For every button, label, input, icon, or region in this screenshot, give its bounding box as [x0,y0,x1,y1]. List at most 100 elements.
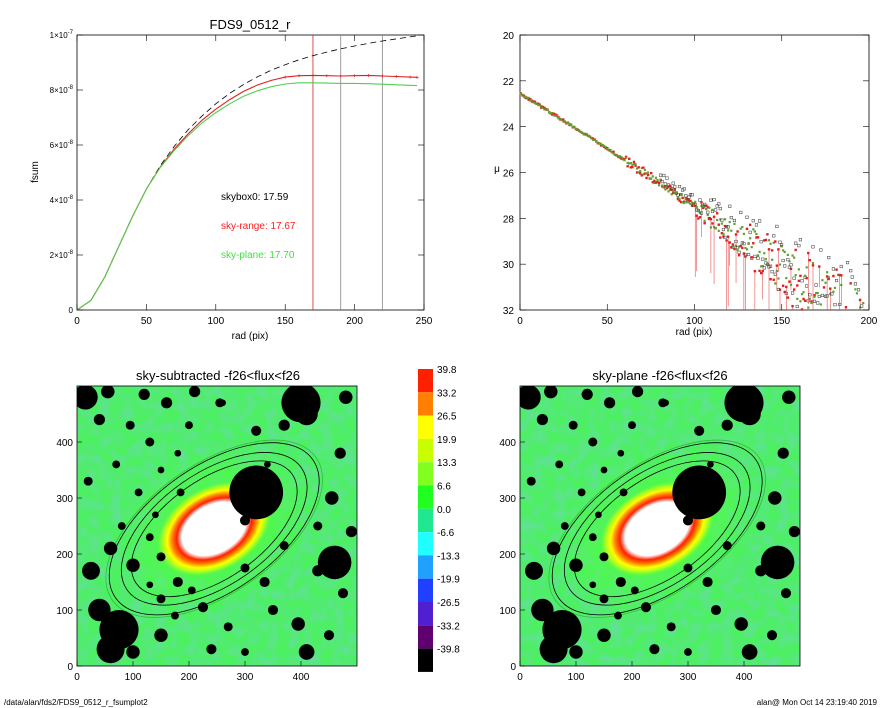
mu-point-sky-range [748,223,752,227]
mu-point-sky0 [673,185,677,189]
mu-point-sky-plane [799,300,802,303]
star-mask [126,558,140,572]
mu-point-sky-plane [559,117,562,120]
mu-point-sky-plane [584,132,587,135]
mu-point-sky-plane [755,232,758,236]
mu-point-sky0 [800,279,804,283]
mu-point-sky-range [706,206,709,209]
growth-curve-ylabel: fsum [30,161,41,183]
y-tick-label: 8×10-8 [50,85,74,95]
mu-point-sky-range [799,274,802,278]
x-tick-label: 100 [207,316,224,327]
mu-point-sky-range [640,174,644,177]
growth-curve-marker [353,74,357,78]
star-mask [569,558,583,572]
mu-point-sky-plane [731,245,734,248]
footer-timestamp: alan@ Mon Oct 14 23:19:40 2019 [756,698,877,707]
mu-point-sky-range [632,160,636,164]
colorbar-label: -39.8 [437,645,460,656]
growth-curve-panel: FDS9_0512_r 0 50 100 150 200 25002×10-84×10-8… [30,17,433,342]
mu-point-sky-plane [827,275,830,279]
star-mask [259,576,270,588]
mu-point-sky-plane [725,225,728,228]
star-mask [126,645,140,659]
star-mask [628,421,636,430]
star-mask [206,644,217,655]
mu-point-sky-range [825,275,829,278]
mu-point-sky-range [536,102,540,105]
mu-point-sky-plane [610,150,614,154]
mu-point-sky-plane [593,138,596,141]
y-tick-mantissa: 1×10 [50,31,69,40]
mu-point-sky-plane [643,168,647,171]
mu-point-sky-range [651,181,654,184]
mu-point-sky-range [618,156,622,159]
mu-point-sky0 [830,292,834,296]
mu-point-sky-plane [717,229,720,232]
mu-point-sky-range [835,268,838,271]
mu-point-sky0 [690,193,694,197]
y-tick-exponent: -7 [68,30,74,36]
mu-point-sky-range [717,223,720,226]
surface-brightness-panel: 0 50 100 150 200 20 22 24 26 28 30 32 rad (pix) μ [494,31,878,338]
mu-point-sky0 [688,193,693,197]
mu-point-sky0 [797,244,801,248]
growth-curve-marker [380,74,384,78]
mu-point-sky0 [761,257,765,261]
x-tick-label: 50 [602,316,614,327]
mu-point-sky-range [858,298,862,302]
mu-point-sky-plane [791,254,794,257]
colorbar-label: 6.6 [437,482,451,493]
mu-point-sky-plane [794,274,797,277]
mu-point-sky0 [756,256,760,260]
growth-curve-marker [394,75,398,79]
mu-point-sky-plane [789,283,793,286]
mu-point-sky-plane [810,301,813,305]
mu-point-sky-plane [723,218,727,221]
mu-point-sky0 [845,261,850,265]
y-tick-label: 30 [503,260,515,271]
mu-point-sky-plane [756,254,760,257]
mu-point-sky-plane [720,222,723,225]
mu-point-sky-plane [568,122,571,126]
mu-point-sky-plane [775,269,778,273]
mu-point-sky-range [657,181,661,185]
mu-point-sky-range [687,198,691,202]
mu-point-sky0 [805,284,809,288]
mu-point-sky-range [741,246,744,250]
mu-point-sky-plane [840,283,843,287]
mu-point-sky0 [753,254,757,258]
mu-point-sky-plane [646,171,650,174]
mu-point-sky-plane [771,258,774,261]
mu-point-sky-range [772,278,775,281]
mu-point-sky-plane [598,142,601,145]
mu-point-sky-plane [700,204,703,208]
mu-point-sky-range [540,106,543,109]
star-mask [101,386,115,399]
mu-point-sky-plane [758,250,761,253]
star-mask [600,466,608,474]
y-tick-label: 6×10-8 [50,140,74,150]
star-mask [345,526,357,538]
x-tick-label: 0 [517,672,523,683]
mu-point-sky0 [817,294,821,299]
mu-point-sky-plane [711,208,714,211]
mu-point-sky-range [533,100,537,104]
mu-point-sky-plane [767,239,771,242]
star-mask [125,420,135,430]
star-mask [684,648,692,656]
mu-point-sky0 [769,264,773,268]
mu-point-sky0 [860,304,864,308]
mu-point-sky-range [689,199,692,203]
growth-curve-plot-area [76,34,425,311]
mu-point-sky-plane [604,145,607,149]
mu-point-sky-range [730,246,733,249]
mu-point-sky0 [798,238,802,242]
x-tick-label: 200 [181,672,198,683]
mu-point-sky-range [690,204,694,207]
mu-point-sky0 [687,195,691,199]
star-mask [298,644,315,660]
star-mask [77,386,98,410]
mu-point-sky-range [646,173,650,177]
